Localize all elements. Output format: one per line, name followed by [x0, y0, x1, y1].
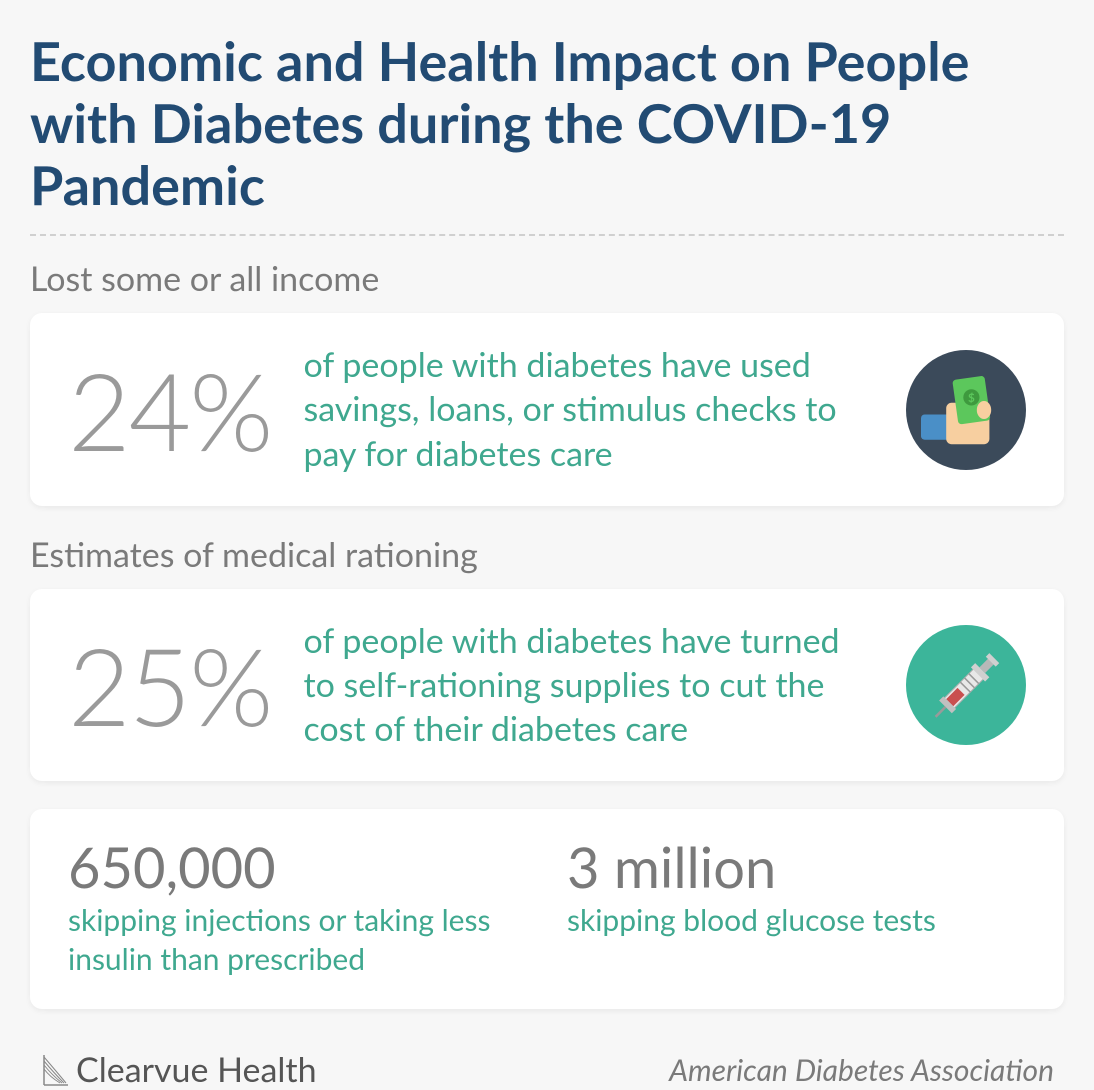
- col-right-text: skipping blood glucose tests: [567, 901, 1026, 940]
- money-hand-icon: $: [906, 350, 1026, 470]
- col-left: 650,000 skipping injections or taking le…: [68, 839, 527, 979]
- logo-text: Clearvue Health: [76, 1049, 317, 1090]
- footer: Clearvue Health American Diabetes Associ…: [30, 1049, 1064, 1090]
- source-text: American Diabetes Association: [669, 1052, 1054, 1088]
- col-left-text: skipping injections or taking less insul…: [68, 901, 527, 979]
- title-divider: [30, 234, 1064, 236]
- stat-value-rationing: 25%: [68, 631, 271, 739]
- svg-text:$: $: [968, 390, 975, 404]
- stat-card-two-col: 650,000 skipping injections or taking le…: [30, 809, 1064, 1009]
- stat-card-income: 24% of people with diabetes have used sa…: [30, 313, 1064, 506]
- stat-text-rationing: of people with diabetes have turned to s…: [303, 619, 874, 752]
- col-right: 3 million skipping blood glucose tests: [567, 839, 1026, 979]
- stat-value-income: 24%: [68, 356, 271, 464]
- logo-icon: [40, 1053, 70, 1087]
- syringe-icon: [906, 625, 1026, 745]
- stat-card-rationing: 25% of people with diabetes have turned …: [30, 589, 1064, 782]
- page-title: Economic and Health Impact on People wit…: [30, 30, 1064, 216]
- col-left-value: 650,000: [68, 839, 527, 895]
- col-right-value: 3 million: [567, 839, 1026, 895]
- section-heading-rationing: Estimates of medical rationing: [30, 534, 1064, 575]
- logo: Clearvue Health: [40, 1049, 317, 1090]
- stat-text-income: of people with diabetes have used saving…: [303, 343, 874, 476]
- section-heading-income: Lost some or all income: [30, 258, 1064, 299]
